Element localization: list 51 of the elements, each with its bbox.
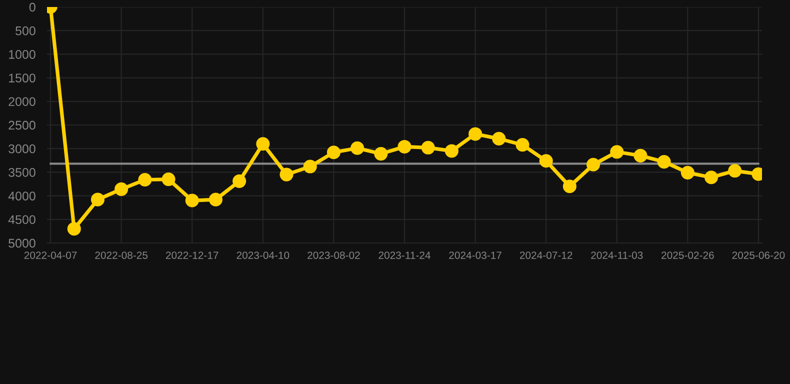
x-tick-label: 2025-02-26 <box>662 252 714 259</box>
point <box>162 172 176 186</box>
point <box>704 170 718 184</box>
point <box>67 222 81 236</box>
y-tick-label: 2500 <box>8 120 36 130</box>
point <box>208 192 222 206</box>
x-tick-label: 2022-12-17 <box>166 252 218 259</box>
point <box>256 137 270 151</box>
y-tick-label: 2000 <box>8 97 36 106</box>
x-tick-label: 2024-07-12 <box>520 252 572 259</box>
y-tick-label: 1500 <box>9 74 36 82</box>
point <box>280 168 294 182</box>
y-tick-label: 4500 <box>8 215 36 224</box>
x-tick-label: 2023-08-02 <box>308 252 360 259</box>
y-tick-label: 0 <box>29 2 36 12</box>
point <box>374 147 388 161</box>
point <box>232 174 246 188</box>
point <box>468 127 482 141</box>
x-tick-label: 2025-06-20 <box>732 252 785 259</box>
point <box>492 132 506 146</box>
point <box>421 140 435 154</box>
x-tick-label: 2022-04-07 <box>24 252 77 259</box>
point <box>114 182 128 196</box>
point <box>539 154 553 168</box>
x-tick-label: 2023-11-24 <box>378 252 430 259</box>
point <box>138 172 152 187</box>
x-tick-label: 2023-04-10 <box>236 252 290 259</box>
point <box>444 144 458 158</box>
y-tick-label: 3500 <box>8 168 36 177</box>
y-tick-label: 3000 <box>8 144 36 154</box>
y-tick-label: 1000 <box>9 50 36 59</box>
point <box>657 155 671 169</box>
point <box>562 180 576 194</box>
point <box>728 164 742 178</box>
point <box>398 140 412 154</box>
x-tick-label: 2024-11-03 <box>591 252 643 259</box>
point <box>303 160 317 174</box>
point <box>634 148 648 162</box>
point <box>185 194 199 208</box>
point <box>610 145 624 159</box>
point <box>350 141 364 155</box>
x-tick-label: 2022-08-25 <box>95 252 148 259</box>
y-tick-label: 500 <box>16 26 36 36</box>
point <box>326 146 340 160</box>
point <box>90 192 105 206</box>
point <box>586 158 600 172</box>
y-tick-label: 5000 <box>8 238 36 248</box>
point <box>516 138 530 152</box>
x-tick-label: 2024-03-17 <box>449 252 502 259</box>
point <box>680 166 694 180</box>
y-tick-label: 4000 <box>8 192 36 200</box>
